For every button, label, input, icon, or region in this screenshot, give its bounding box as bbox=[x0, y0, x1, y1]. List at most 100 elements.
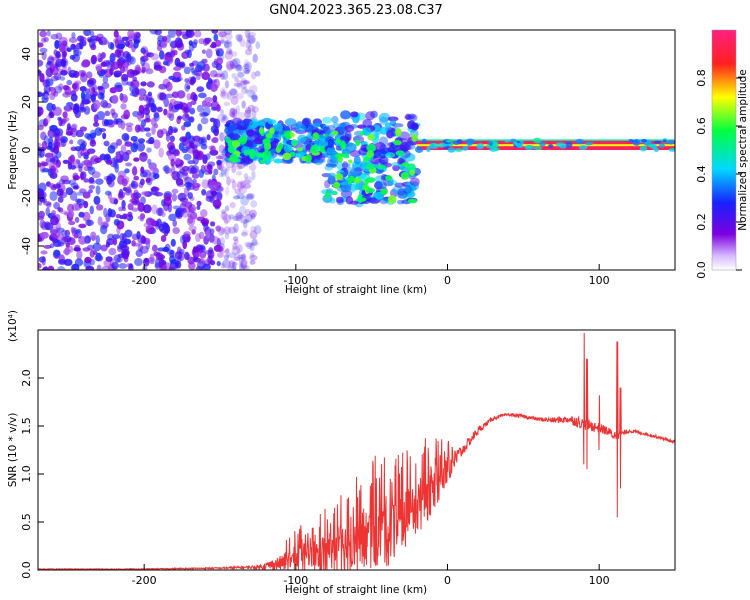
spec-blob bbox=[248, 163, 257, 171]
spec-blob bbox=[385, 152, 396, 159]
spec-peak bbox=[343, 152, 350, 159]
spec-blob bbox=[136, 142, 146, 152]
spec-blob bbox=[158, 147, 164, 158]
spec-blob bbox=[172, 219, 178, 227]
spec-blob bbox=[103, 140, 110, 147]
spec-blob bbox=[397, 157, 405, 164]
spec-blob bbox=[169, 135, 175, 143]
spec-blob bbox=[250, 95, 258, 100]
spec-blob bbox=[108, 247, 117, 256]
spec-blob bbox=[43, 36, 49, 43]
spec-blob bbox=[190, 100, 197, 106]
spec-blob bbox=[60, 210, 68, 215]
spec-blob bbox=[222, 259, 231, 269]
spec-blob bbox=[50, 33, 59, 40]
spec-blob bbox=[220, 89, 226, 97]
spec-blob bbox=[162, 60, 169, 66]
spec-blob bbox=[163, 196, 172, 207]
colorbar-tick-label: 0.2 bbox=[695, 213, 708, 231]
spec-blob bbox=[45, 222, 54, 231]
spec-blob bbox=[184, 182, 193, 188]
spec-blob bbox=[225, 167, 231, 172]
spec-blob bbox=[215, 225, 222, 232]
band-blob bbox=[525, 145, 532, 149]
spec-peak bbox=[289, 132, 295, 138]
spec-blob bbox=[217, 153, 225, 160]
spec-blob bbox=[230, 178, 235, 184]
spec-blob bbox=[224, 217, 229, 225]
spec-blob bbox=[95, 204, 104, 211]
figure-title: GN04.2023.365.23.08.C37 bbox=[269, 3, 443, 18]
spec-blob bbox=[192, 94, 198, 102]
spec-blob bbox=[117, 174, 125, 185]
snr-y-tick-label: 2.0 bbox=[20, 369, 33, 387]
spec-blob bbox=[199, 209, 208, 218]
spec-blob bbox=[69, 190, 78, 201]
spec-peak bbox=[334, 173, 344, 181]
spec-blob bbox=[216, 252, 224, 258]
snr-x-tick-label: 0 bbox=[444, 574, 451, 587]
spec-blob bbox=[158, 83, 167, 90]
spec-blob bbox=[246, 192, 255, 200]
spec-blob bbox=[84, 235, 92, 244]
spec-blob bbox=[38, 42, 44, 48]
spec-blob bbox=[121, 133, 130, 141]
spec-blob bbox=[235, 211, 243, 222]
spec-blob bbox=[341, 162, 351, 168]
spec-blob bbox=[83, 237, 89, 245]
spec-blob bbox=[71, 263, 80, 270]
spec-blob bbox=[139, 245, 149, 254]
spec-blob bbox=[215, 155, 223, 160]
spec-blob bbox=[227, 265, 237, 270]
spec-blob bbox=[153, 139, 161, 150]
spec-blob bbox=[251, 93, 258, 103]
spec-blob bbox=[153, 173, 160, 179]
spec-blob bbox=[146, 147, 152, 153]
spec-blob bbox=[39, 47, 48, 54]
spec-peak bbox=[264, 145, 269, 153]
spec-peak bbox=[335, 139, 342, 144]
spec-blob bbox=[238, 71, 244, 79]
spec-blob bbox=[147, 158, 152, 165]
spec-blob bbox=[220, 169, 227, 177]
spec-blob bbox=[97, 216, 103, 226]
spec-x-tick-label: -200 bbox=[132, 274, 157, 287]
spec-blob bbox=[233, 82, 242, 87]
spec-blob bbox=[79, 102, 85, 112]
spec-blob bbox=[64, 229, 71, 237]
spec-blob bbox=[192, 135, 201, 142]
spec-blob bbox=[221, 116, 229, 121]
spec-blob bbox=[198, 231, 205, 240]
spec-blob bbox=[150, 117, 157, 127]
spec-blob bbox=[179, 197, 189, 203]
spec-blob bbox=[224, 32, 233, 41]
spec-blob bbox=[213, 33, 219, 42]
spec-blob bbox=[231, 50, 238, 57]
spec-blob bbox=[240, 231, 248, 237]
spec-blob bbox=[122, 151, 130, 162]
spec-blob bbox=[249, 259, 256, 265]
spec-blob bbox=[79, 85, 87, 92]
band-blob bbox=[565, 141, 573, 149]
spec-blob bbox=[224, 168, 229, 179]
spec-blob bbox=[244, 61, 252, 72]
spec-blob bbox=[45, 157, 52, 163]
spec-blob bbox=[121, 199, 126, 209]
spec-blob bbox=[168, 145, 176, 155]
spec-blob bbox=[138, 95, 144, 101]
spec-blob bbox=[236, 193, 245, 200]
spec-blob bbox=[220, 39, 225, 44]
spec-blob bbox=[41, 51, 47, 61]
spec-blob bbox=[209, 83, 218, 92]
spec-blob bbox=[284, 118, 297, 127]
spec-blob bbox=[149, 253, 155, 262]
snr-x-tick-label: 100 bbox=[589, 574, 610, 587]
spec-blob bbox=[218, 31, 227, 38]
spec-blob bbox=[249, 230, 258, 240]
spec-blob bbox=[234, 239, 239, 245]
spec-blob bbox=[140, 235, 147, 245]
spec-blob bbox=[167, 108, 175, 118]
spec-blob bbox=[188, 225, 197, 232]
spec-blob bbox=[237, 214, 245, 219]
spec-blob bbox=[200, 117, 209, 125]
